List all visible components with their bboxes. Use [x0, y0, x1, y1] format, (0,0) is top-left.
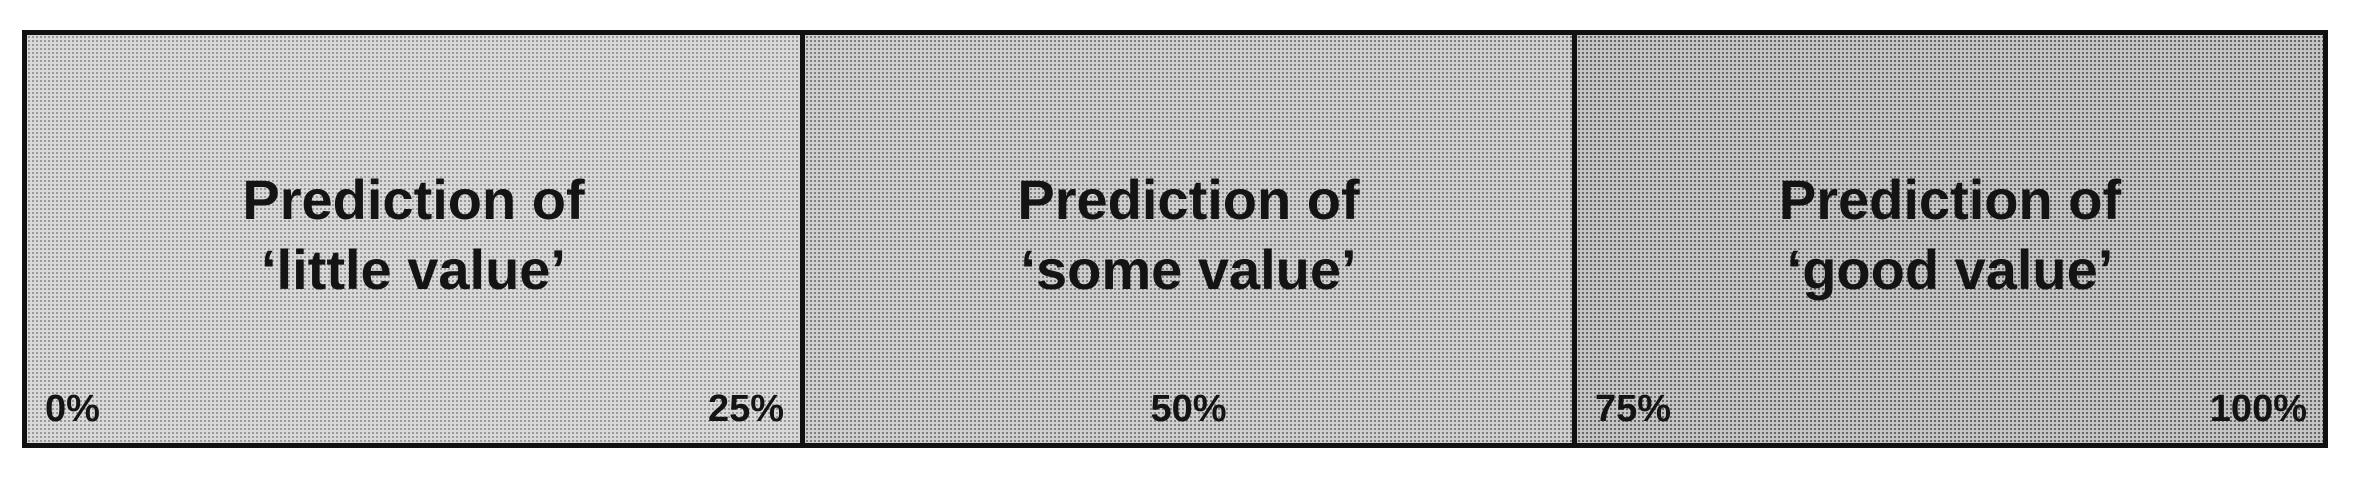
percent-label-0: 0% — [45, 388, 100, 430]
segment-title: Prediction of ‘little value’ — [27, 165, 800, 305]
segment-title-line-2: ‘some value’ — [1020, 238, 1357, 301]
percent-label-25: 25% — [707, 388, 784, 430]
segment-good-value: Prediction of ‘good value’ 75% 100% — [1572, 35, 2323, 443]
segment-some-value: Prediction of ‘some value’ 50% — [800, 35, 1572, 443]
segment-title-line-1: Prediction of — [242, 168, 585, 231]
segment-little-value: Prediction of ‘little value’ 0% 25% — [27, 35, 800, 443]
prediction-value-scale: Prediction of ‘little value’ 0% 25% Pred… — [22, 30, 2328, 448]
segment-title-line-1: Prediction of — [1778, 168, 2122, 231]
segment-title: Prediction of ‘good value’ — [1577, 165, 2323, 305]
percent-label-100: 100% — [2209, 388, 2307, 430]
segment-title: Prediction of ‘some value’ — [805, 165, 1572, 305]
segment-title-line-1: Prediction of — [1017, 168, 1360, 231]
segment-title-line-2: ‘little value’ — [261, 238, 566, 301]
segment-title-line-2: ‘good value’ — [1786, 238, 2114, 301]
percent-label-75: 75% — [1595, 388, 1672, 430]
percent-label-50: 50% — [1150, 388, 1227, 430]
